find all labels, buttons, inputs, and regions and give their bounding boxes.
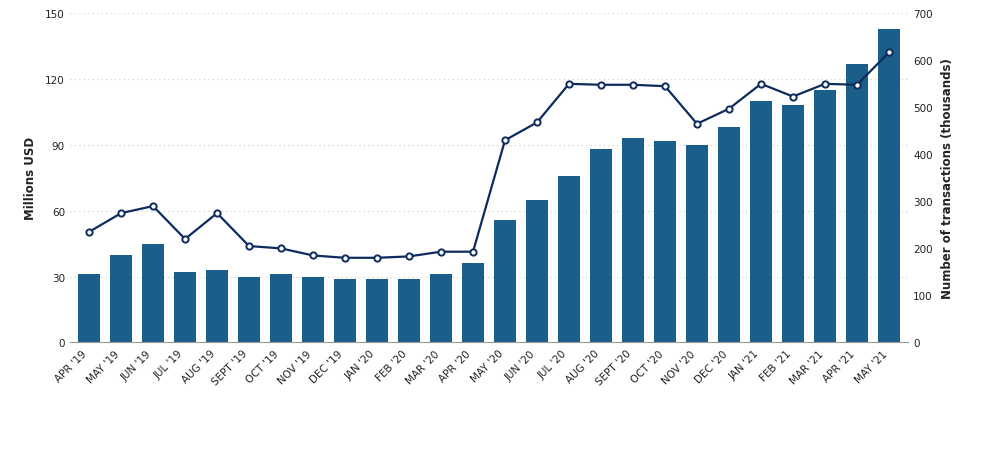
Bar bbox=[334, 279, 356, 343]
Bar bbox=[110, 255, 133, 343]
Bar bbox=[558, 176, 580, 343]
Bar bbox=[749, 102, 772, 343]
Bar bbox=[813, 91, 836, 343]
Bar bbox=[718, 128, 741, 343]
Bar bbox=[301, 277, 324, 343]
Bar bbox=[206, 270, 229, 343]
Bar bbox=[269, 275, 292, 343]
Bar bbox=[462, 264, 484, 343]
Bar bbox=[878, 30, 900, 343]
Bar bbox=[78, 275, 100, 343]
Bar bbox=[366, 279, 388, 343]
Y-axis label: Millions USD: Millions USD bbox=[24, 137, 37, 220]
Y-axis label: Number of transactions (thousands): Number of transactions (thousands) bbox=[941, 59, 954, 298]
Bar bbox=[398, 279, 420, 343]
Bar bbox=[622, 139, 644, 343]
Bar bbox=[654, 141, 677, 343]
Bar bbox=[142, 244, 165, 343]
Bar bbox=[845, 65, 868, 343]
Bar bbox=[174, 273, 197, 343]
Bar bbox=[781, 106, 804, 343]
Bar bbox=[494, 220, 516, 343]
Bar bbox=[686, 146, 709, 343]
Bar bbox=[590, 150, 612, 343]
Bar bbox=[238, 277, 260, 343]
Bar bbox=[526, 200, 548, 343]
Bar bbox=[430, 275, 452, 343]
